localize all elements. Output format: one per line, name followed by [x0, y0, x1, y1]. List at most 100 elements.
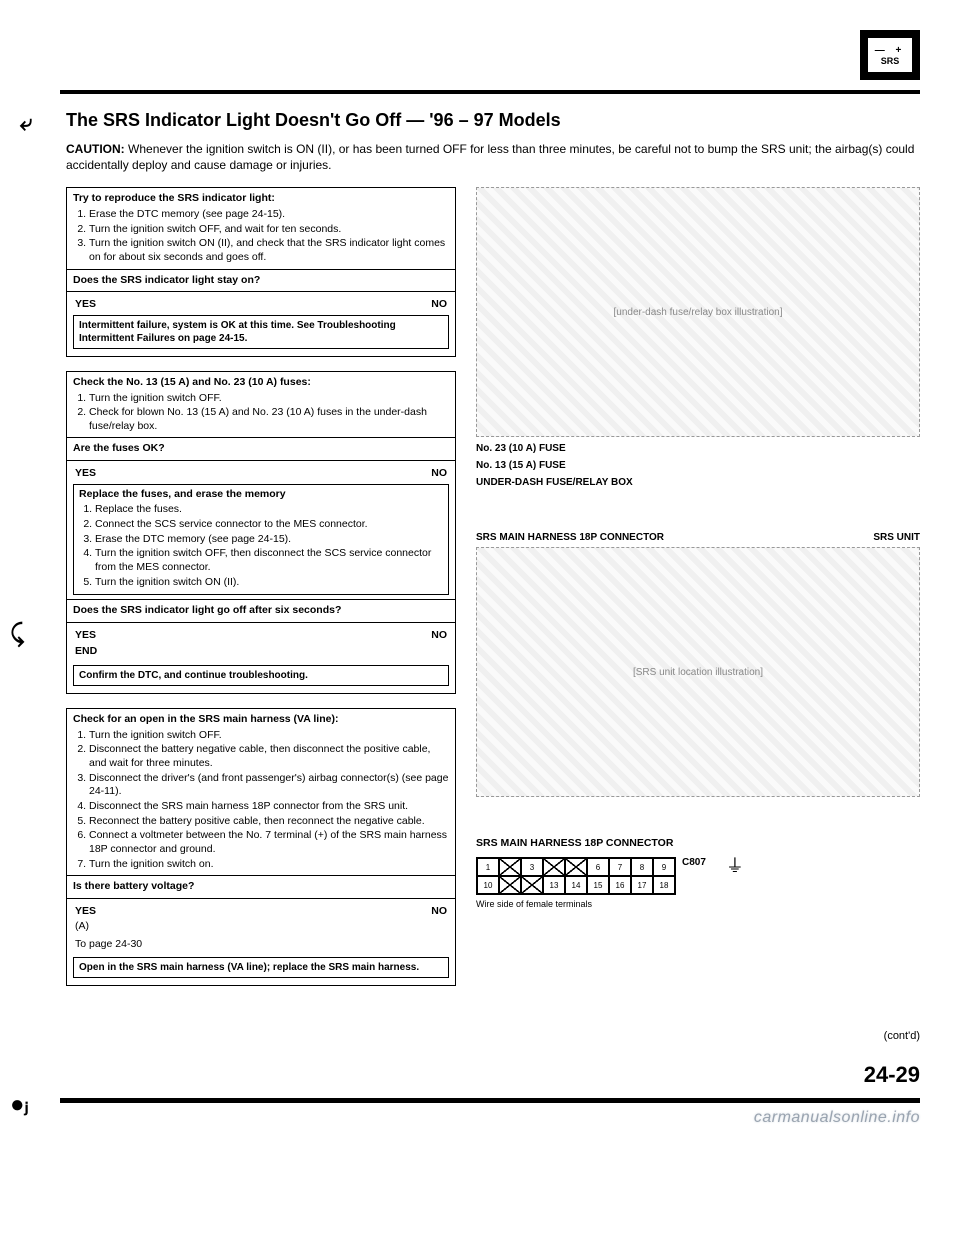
box2-sub-steps: Replace the fuses. Connect the SCS servi… — [95, 503, 443, 589]
flowchart-column: Try to reproduce the SRS indicator light… — [66, 187, 456, 999]
list-item: Turn the ignition switch OFF. — [89, 729, 449, 743]
list-item: Disconnect the battery negative cable, t… — [89, 743, 449, 770]
page: SRS ⤶ The SRS Indicator Light Doesn't Go… — [0, 0, 960, 1147]
figure-srs-unit: SRS MAIN HARNESS 18P CONNECTOR SRS UNIT … — [476, 530, 920, 797]
no-label: NO — [431, 905, 447, 919]
list-item: Turn the ignition switch OFF, and wait f… — [89, 223, 449, 237]
list-item: Replace the fuses. — [95, 503, 443, 517]
box2-end: END — [73, 642, 449, 662]
fig1-labels: No. 23 (10 A) FUSE No. 13 (15 A) FUSE UN… — [476, 441, 920, 490]
box2-sub-question: Does the SRS indicator light go off afte… — [73, 604, 449, 618]
fig-label: No. 13 (15 A) FUSE — [476, 458, 920, 473]
list-item: Turn the ignition switch ON (II), and ch… — [89, 237, 449, 264]
connector-pin: 1 — [477, 858, 499, 876]
caution-text: CAUTION: Whenever the ignition switch is… — [66, 141, 920, 173]
connector-pin: 10 — [477, 876, 499, 894]
connector-pin — [499, 858, 521, 876]
flow-box-reproduce: Try to reproduce the SRS indicator light… — [66, 187, 456, 356]
fig2-labels: SRS MAIN HARNESS 18P CONNECTOR SRS UNIT — [476, 530, 920, 547]
list-item: Turn the ignition switch on. — [89, 858, 449, 872]
yes-label: YES — [75, 467, 96, 481]
list-item: Connect the SCS service connector to the… — [95, 518, 443, 532]
header-row: ⤶ The SRS Indicator Light Doesn't Go Off… — [60, 110, 920, 1000]
list-item: Erase the DTC memory (see page 24-15). — [95, 533, 443, 547]
connector-pin: 3 — [521, 858, 543, 876]
box2-steps: Turn the ignition switch OFF. Check for … — [89, 392, 449, 434]
connector-label: C807 — [682, 857, 706, 868]
page-number: 24-29 — [60, 1062, 920, 1088]
content-row: Try to reproduce the SRS indicator light… — [66, 187, 920, 999]
list-item: Turn the ignition switch OFF. — [89, 392, 449, 406]
srs-text: SRS — [881, 56, 900, 66]
fusebox-illustration: [under-dash fuse/relay box illustration] — [476, 187, 920, 437]
return-arrow-icon: ⤶ — [20, 110, 50, 136]
box1-question: Does the SRS indicator light stay on? — [73, 274, 449, 288]
yes-label: YES — [75, 298, 96, 312]
connector-pin: 8 — [631, 858, 653, 876]
contd-label: (cont'd) — [60, 1030, 920, 1042]
no-label: NO — [431, 629, 447, 643]
top-rule — [60, 90, 920, 94]
connector-pin: 15 — [587, 876, 609, 894]
list-item: Erase the DTC memory (see page 24-15). — [89, 208, 449, 222]
srs-unit-illustration: [SRS unit location illustration] — [476, 547, 920, 797]
box2-question: Are the fuses OK? — [73, 442, 449, 456]
box1-yesno: YES NO — [73, 296, 449, 312]
srs-logo-box: SRS — [860, 30, 920, 80]
side-arrow-icon: ⤹ — [10, 620, 44, 648]
no-label: NO — [431, 298, 447, 312]
box3-yes-note: (A) — [73, 918, 449, 936]
connector-pin: 9 — [653, 858, 675, 876]
fig-label: No. 23 (10 A) FUSE — [476, 441, 920, 456]
side-dot-icon: ●ⱼ — [10, 1090, 44, 1119]
list-item: Reconnect the battery positive cable, th… — [89, 815, 449, 829]
connector-pin — [499, 876, 521, 894]
connector-side-note: Wire side of female terminals — [476, 899, 920, 909]
yes-label: YES — [75, 629, 96, 643]
connector-pin: 16 — [609, 876, 631, 894]
box2-sub-yesno: YES NO — [73, 627, 449, 643]
connector-pin — [543, 858, 565, 876]
no-label: NO — [431, 467, 447, 481]
page-title: The SRS Indicator Light Doesn't Go Off —… — [66, 110, 920, 131]
box2-yesno: YES NO — [73, 465, 449, 481]
box3-question: Is there battery voltage? — [73, 880, 449, 894]
connector-grid: 136789 10131415161718 — [476, 857, 676, 895]
fig-label: SRS UNIT — [873, 530, 920, 545]
flow-box-open-check: Check for an open in the SRS main harnes… — [66, 708, 456, 986]
fig-label: SRS MAIN HARNESS 18P CONNECTOR — [476, 530, 664, 545]
list-item: Turn the ignition switch OFF, then disco… — [95, 547, 443, 574]
box2-confirm: Confirm the DTC, and continue troublesho… — [73, 665, 449, 686]
connector-pin: 6 — [587, 858, 609, 876]
connector-pin: 7 — [609, 858, 631, 876]
box2-sub-title: Replace the fuses, and erase the memory — [79, 488, 443, 502]
connector-pin: 17 — [631, 876, 653, 894]
srs-logo-label: SRS — [868, 38, 912, 72]
bottom-rule — [60, 1098, 920, 1103]
connector-pin: 18 — [653, 876, 675, 894]
box3-result: Open in the SRS main harness (VA line); … — [73, 957, 449, 978]
caution-body: Whenever the ignition switch is ON (II),… — [66, 142, 914, 172]
box3-title: Check for an open in the SRS main harnes… — [73, 713, 449, 727]
box1-title: Try to reproduce the SRS indicator light… — [73, 192, 449, 206]
connector-diagram: SRS MAIN HARNESS 18P CONNECTOR 136789 10… — [476, 837, 920, 909]
ground-icon: ⏚ — [726, 857, 744, 875]
box2-title: Check the No. 13 (15 A) and No. 23 (10 A… — [73, 376, 449, 390]
box1-steps: Erase the DTC memory (see page 24-15). T… — [89, 208, 449, 265]
list-item: Check for blown No. 13 (15 A) and No. 23… — [89, 406, 449, 433]
yes-label: YES — [75, 905, 96, 919]
figure-fusebox: [under-dash fuse/relay box illustration]… — [476, 187, 920, 490]
box2-sub: Replace the fuses, and erase the memory … — [73, 484, 449, 595]
connector-pin: 14 — [565, 876, 587, 894]
figure-column: [under-dash fuse/relay box illustration]… — [476, 187, 920, 909]
box3-steps: Turn the ignition switch OFF. Disconnect… — [89, 729, 449, 871]
watermark: carmanualsonline.info — [60, 1109, 920, 1127]
connector-pin: 13 — [543, 876, 565, 894]
list-item: Disconnect the driver's (and front passe… — [89, 772, 449, 799]
flow-box-fuses: Check the No. 13 (15 A) and No. 23 (10 A… — [66, 371, 456, 694]
list-item: Turn the ignition switch ON (II). — [95, 576, 443, 590]
fig-label: UNDER-DASH FUSE/RELAY BOX — [476, 475, 920, 490]
box3-yes-goto: To page 24-30 — [73, 936, 449, 954]
list-item: Disconnect the SRS main harness 18P conn… — [89, 800, 449, 814]
caution-label: CAUTION: — [66, 142, 125, 156]
